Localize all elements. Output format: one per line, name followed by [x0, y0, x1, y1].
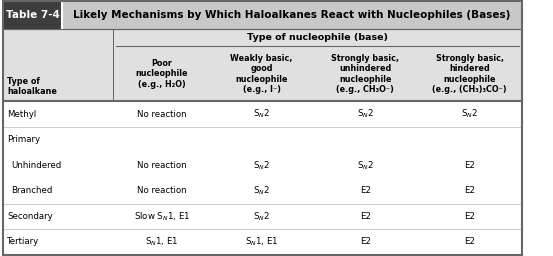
- Bar: [3, 1, 62, 29]
- Text: Methyl: Methyl: [7, 110, 36, 119]
- Text: S$_N$2: S$_N$2: [253, 210, 270, 223]
- Text: S$_N$2: S$_N$2: [357, 159, 374, 172]
- Text: Weakly basic,
good
nucleophile
(e.g., I⁻): Weakly basic, good nucleophile (e.g., I⁻…: [231, 54, 293, 94]
- Text: S$_N$2: S$_N$2: [357, 108, 374, 120]
- Text: Strongly basic,
unhindered
nucleophile
(e.g., CH₃O⁻): Strongly basic, unhindered nucleophile (…: [331, 54, 399, 94]
- Bar: [3, 46, 522, 101]
- Text: Branched: Branched: [11, 186, 53, 195]
- Text: E2: E2: [359, 212, 371, 221]
- Text: S$_N$2: S$_N$2: [253, 108, 270, 120]
- Text: E2: E2: [359, 186, 371, 195]
- Bar: [3, 101, 522, 127]
- Text: Primary: Primary: [7, 135, 40, 144]
- Text: E2: E2: [464, 212, 475, 221]
- Bar: [3, 178, 522, 204]
- Text: Likely Mechanisms by Which Haloalkanes React with Nucleophiles (Bases): Likely Mechanisms by Which Haloalkanes R…: [74, 10, 511, 20]
- Text: Tertiary: Tertiary: [7, 238, 40, 247]
- Text: Poor
nucleophile
(e.g., H₂O): Poor nucleophile (e.g., H₂O): [135, 59, 188, 89]
- Text: Secondary: Secondary: [7, 212, 53, 221]
- Text: No reaction: No reaction: [137, 110, 187, 119]
- Text: Unhindered: Unhindered: [11, 161, 61, 170]
- Text: E2: E2: [464, 186, 475, 195]
- Text: Type of
haloalkane: Type of haloalkane: [7, 77, 58, 96]
- Text: Type of nucleophile (base): Type of nucleophile (base): [247, 33, 388, 42]
- Bar: [3, 229, 522, 255]
- Text: S$_N$2: S$_N$2: [461, 108, 478, 120]
- Text: S$_N$1, E1: S$_N$1, E1: [245, 236, 278, 248]
- Bar: [62, 1, 522, 29]
- Text: No reaction: No reaction: [137, 161, 187, 170]
- Text: E2: E2: [359, 238, 371, 247]
- Bar: [3, 153, 522, 178]
- Text: E2: E2: [464, 161, 475, 170]
- Text: E2: E2: [464, 238, 475, 247]
- Text: S$_N$1, E1: S$_N$1, E1: [145, 236, 179, 248]
- Text: S$_N$2: S$_N$2: [253, 159, 270, 172]
- Bar: [3, 204, 522, 229]
- Text: Table 7-4: Table 7-4: [6, 10, 60, 20]
- Text: No reaction: No reaction: [137, 186, 187, 195]
- Bar: [3, 29, 522, 46]
- Text: S$_N$2: S$_N$2: [253, 185, 270, 197]
- Bar: [3, 127, 522, 153]
- Text: Slow S$_N$1, E1: Slow S$_N$1, E1: [134, 210, 190, 223]
- Text: Strongly basic,
hindered
nucleophile
(e.g., (CH₃)₃CO⁻): Strongly basic, hindered nucleophile (e.…: [432, 54, 507, 94]
